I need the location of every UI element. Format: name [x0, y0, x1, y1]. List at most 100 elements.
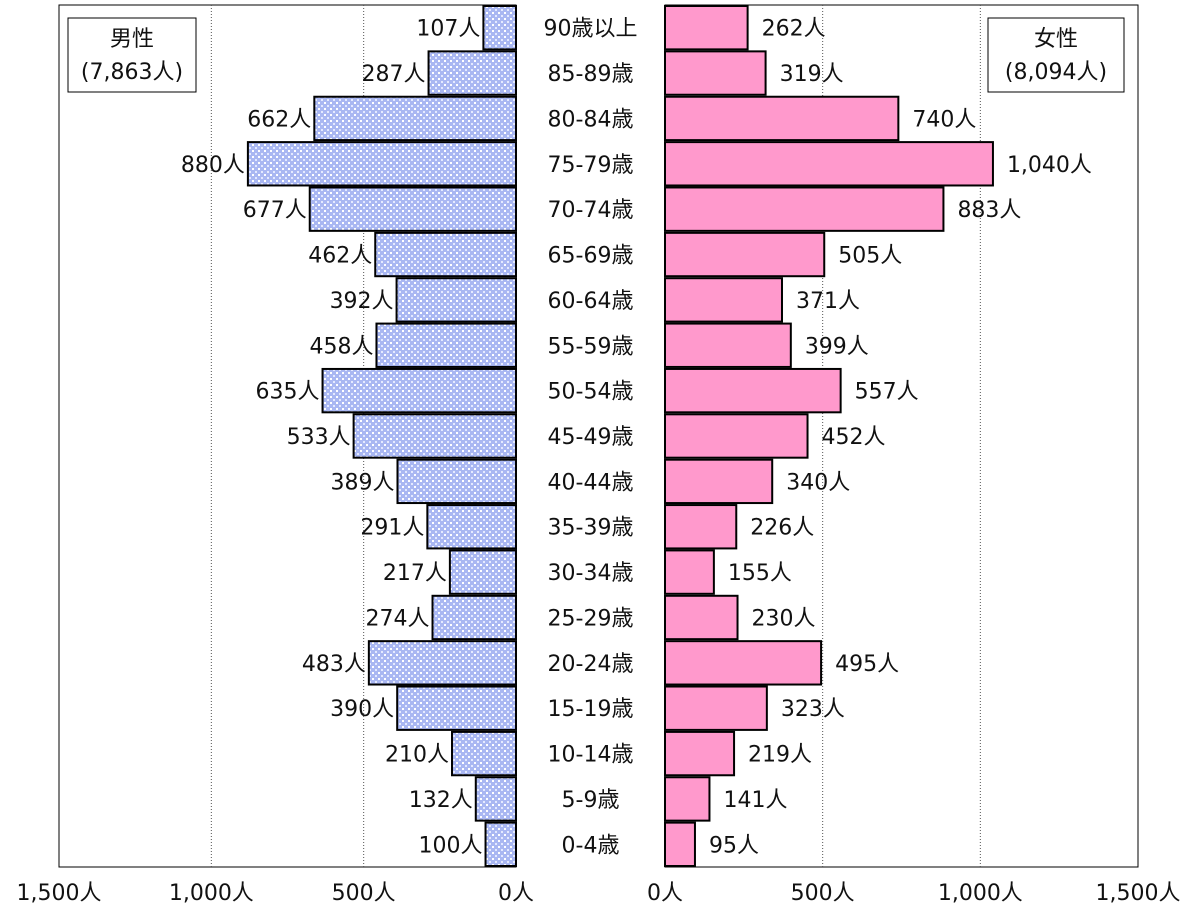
legend-female-box — [987, 17, 1125, 93]
female-bar — [664, 186, 945, 232]
male-value-label: 533人 — [287, 425, 351, 450]
female-value-label: 230人 — [752, 606, 816, 631]
male-value-label: 635人 — [256, 380, 320, 405]
age-group-label: 60-64歳 — [548, 289, 634, 314]
age-group-label: 50-54歳 — [548, 380, 634, 405]
male-bar — [451, 730, 517, 777]
female-value-label: 155人 — [728, 561, 792, 586]
female-bar — [664, 821, 696, 868]
male-value-label: 210人 — [385, 743, 449, 768]
age-group-label: 70-74歳 — [548, 198, 634, 223]
female-bar — [664, 640, 823, 686]
age-group-label: 25-29歳 — [548, 606, 634, 631]
female-value-label: 319人 — [780, 62, 844, 87]
female-value-labels: 95人 141人 219人 323人 495人 230人 155人 226人 340人 452人 5… — [709, 17, 1092, 859]
age-group-label: 65-69歳 — [548, 244, 634, 269]
female-value-label: 226人 — [750, 516, 814, 541]
male-bar — [448, 549, 517, 595]
female-x-tick-label: 1,500人 — [1096, 881, 1181, 906]
female-bar — [664, 50, 767, 96]
female-bar — [664, 231, 826, 278]
age-group-label: 90歳以上 — [544, 17, 638, 42]
legend-male: 男性 (7,863人) — [67, 17, 197, 93]
male-x-tick-label: 1,500人 — [17, 881, 102, 906]
female-bars — [664, 5, 994, 868]
male-bar — [474, 776, 517, 822]
female-value-label: 262人 — [762, 17, 826, 42]
male-bar — [367, 640, 518, 686]
female-bar — [664, 458, 774, 505]
male-bar — [396, 685, 517, 731]
female-value-label: 371人 — [796, 289, 860, 314]
male-bar — [352, 413, 517, 459]
male-bar — [482, 5, 517, 51]
legend-male-total: (7,863人) — [81, 60, 183, 85]
age-group-label: 35-39歳 — [548, 516, 634, 541]
female-bar — [664, 504, 738, 550]
male-bar — [431, 594, 517, 641]
age-group-label: 15-19歳 — [548, 697, 634, 722]
male-value-label: 390人 — [330, 697, 394, 722]
male-bar — [426, 504, 518, 550]
female-bar — [664, 5, 749, 51]
age-group-label: 75-79歳 — [548, 153, 634, 178]
male-bar — [313, 95, 517, 142]
female-value-label: 219人 — [748, 743, 812, 768]
male-x-tick-label: 0人 — [498, 881, 534, 906]
female-bar — [664, 322, 792, 368]
female-value-label: 95人 — [709, 833, 759, 858]
male-value-label: 274人 — [366, 606, 430, 631]
female-value-label: 340人 — [786, 470, 850, 495]
female-x-tick-label: 1,000人 — [938, 881, 1023, 906]
female-value-label: 141人 — [723, 788, 787, 813]
female-value-label: 740人 — [912, 107, 976, 132]
male-value-label: 392人 — [330, 289, 394, 314]
male-bars — [246, 5, 518, 868]
female-bar — [664, 594, 739, 641]
legend-female-total: (8,094人) — [1005, 60, 1107, 85]
age-group-label: 20-24歳 — [548, 652, 634, 677]
male-value-label: 483人 — [302, 652, 366, 677]
male-bar — [375, 322, 518, 368]
male-bar — [395, 277, 518, 323]
female-bar — [664, 95, 900, 142]
female-value-label: 399人 — [805, 334, 869, 359]
male-bar — [396, 458, 518, 505]
x-axis-tick-labels: 0人 0人 500人 500人 1,000人 1,000人 1,500人 1,500人 — [17, 881, 1181, 906]
female-panel: 95人 141人 219人 323人 495人 230人 155人 226人 340人 452人 5… — [664, 4, 1139, 868]
male-bar — [246, 141, 517, 187]
age-group-label: 30-34歳 — [548, 561, 634, 586]
female-value-label: 505人 — [838, 244, 902, 269]
female-bar — [664, 367, 842, 414]
female-value-label: 452人 — [822, 425, 886, 450]
age-group-label: 55-59歳 — [548, 334, 634, 359]
male-value-label: 132人 — [409, 788, 473, 813]
age-group-label: 5-9歳 — [562, 788, 620, 813]
male-value-label: 287人 — [362, 62, 426, 87]
female-value-label: 557人 — [855, 380, 919, 405]
legend-female: 女性 (8,094人) — [987, 17, 1125, 93]
age-group-label: 45-49歳 — [548, 425, 634, 450]
male-value-label: 100人 — [419, 833, 483, 858]
male-value-label: 107人 — [416, 17, 480, 42]
age-group-label: 80-84歳 — [548, 107, 634, 132]
female-bar — [664, 685, 768, 731]
legend-male-name: 男性 — [110, 27, 154, 52]
female-bar — [664, 730, 736, 777]
male-value-label: 462人 — [308, 244, 372, 269]
male-bar — [427, 50, 517, 96]
age-group-label: 40-44歳 — [548, 470, 634, 495]
male-bar — [374, 231, 517, 278]
legend-female-name: 女性 — [1034, 27, 1078, 52]
male-value-label: 677人 — [243, 198, 307, 223]
female-bar — [664, 413, 809, 459]
male-x-tick-label: 500人 — [332, 881, 396, 906]
female-value-label: 883人 — [957, 198, 1021, 223]
male-x-tick-label: 1,000人 — [169, 881, 254, 906]
male-value-label: 458人 — [309, 334, 373, 359]
male-value-label: 662人 — [247, 107, 311, 132]
male-bar — [321, 367, 517, 414]
female-bar — [664, 141, 994, 187]
